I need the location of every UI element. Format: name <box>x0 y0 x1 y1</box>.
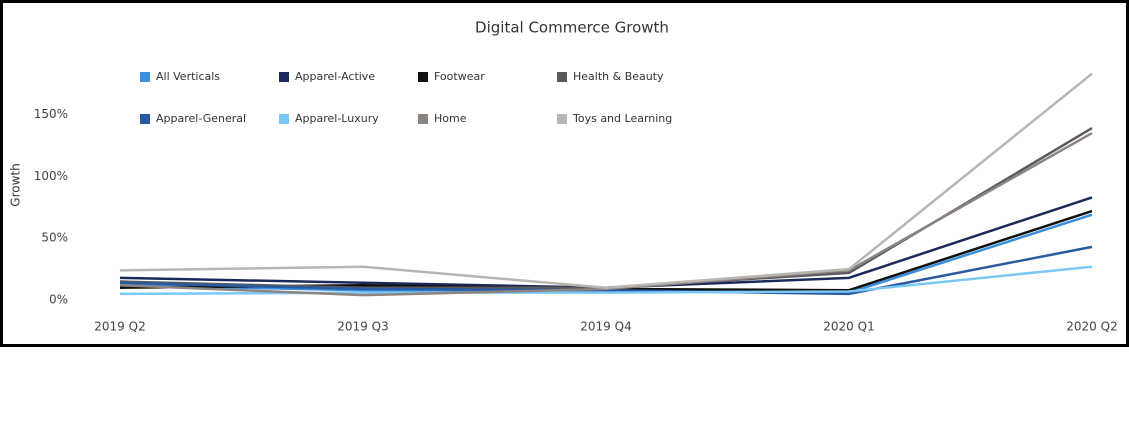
legend-label: All Verticals <box>156 70 220 83</box>
x-tick-label: 2019 Q2 <box>94 320 145 334</box>
legend-swatch <box>140 72 150 82</box>
legend-swatch <box>418 72 428 82</box>
legend-label: Apparel-General <box>156 112 246 125</box>
legend-label: Home <box>434 112 467 125</box>
legend-swatch <box>279 114 289 124</box>
x-tick-label: 2020 Q1 <box>823 320 874 334</box>
y-tick-label: 0% <box>49 293 68 307</box>
x-tick-label: 2019 Q3 <box>337 320 388 334</box>
legend-label: Toys and Learning <box>572 112 672 125</box>
y-tick-label: 50% <box>41 231 68 245</box>
legend-swatch <box>279 72 289 82</box>
series-line <box>119 72 1093 289</box>
y-tick-label: 150% <box>34 107 68 121</box>
legend-label: Health & Beauty <box>573 70 664 83</box>
legend-label: Apparel-Luxury <box>295 112 379 125</box>
y-tick-label: 100% <box>34 169 68 183</box>
legend-label: Footwear <box>434 70 485 83</box>
y-axis-label: Growth <box>9 163 23 206</box>
legend-label: Apparel-Active <box>295 70 375 83</box>
legend-swatch <box>557 114 567 124</box>
x-tick-label: 2020 Q2 <box>1066 320 1117 334</box>
legend-swatch <box>557 72 567 82</box>
x-tick-label: 2019 Q4 <box>580 320 631 334</box>
legend-swatch <box>140 114 150 124</box>
legend-swatch <box>418 114 428 124</box>
chart-title: Digital Commerce Growth <box>475 19 669 37</box>
